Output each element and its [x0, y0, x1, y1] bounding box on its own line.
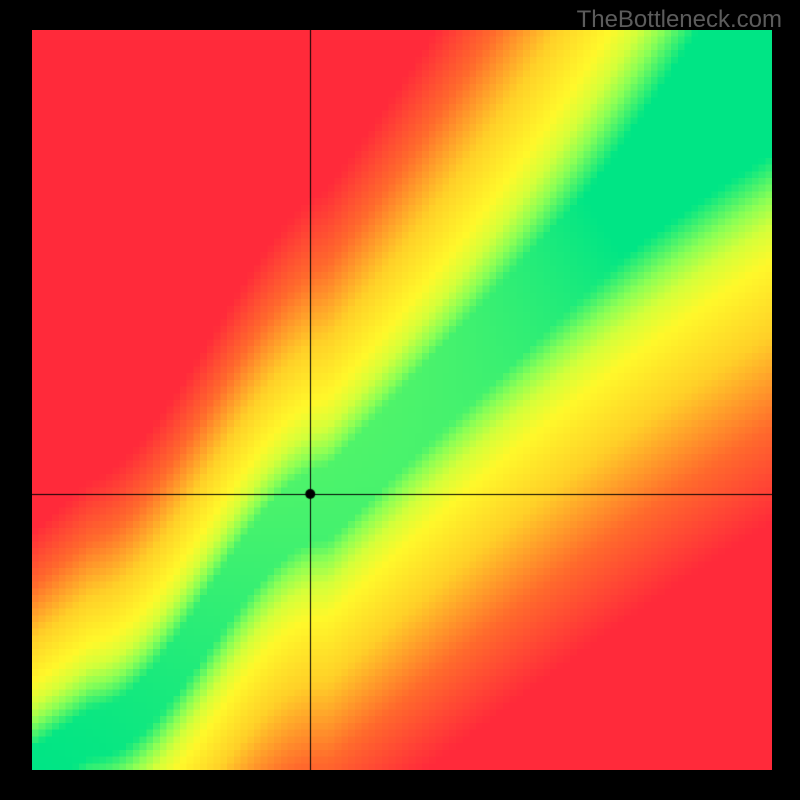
chart-container: TheBottleneck.com [0, 0, 800, 800]
watermark-text: TheBottleneck.com [577, 6, 782, 34]
crosshair-overlay [32, 30, 772, 770]
